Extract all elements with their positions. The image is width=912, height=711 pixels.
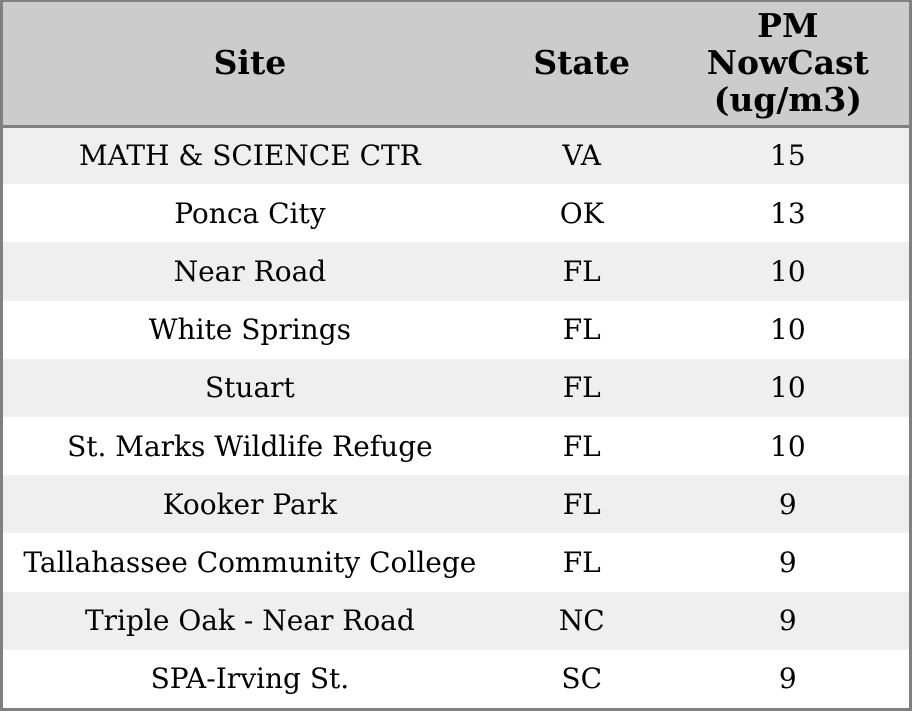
state-cell: FL (562, 313, 601, 347)
column-header-site: Site (3, 2, 497, 128)
table-row: Ponca City OK 13 (3, 184, 909, 243)
site-cell: Triple Oak - Near Road (84, 604, 415, 638)
pm-nowcast-cell: 10 (770, 254, 806, 288)
table-header: Site State PM NowCast (ug/m3) (3, 2, 909, 128)
table-row: White Springs FL 10 (3, 300, 909, 359)
state-cell: FL (562, 487, 601, 521)
pm-nowcast-cell: 15 (770, 139, 806, 173)
site-cell: St. Marks Wildlife Refuge (67, 429, 433, 463)
header-row: Site State PM NowCast (ug/m3) (3, 2, 909, 128)
table-row: Stuart FL 10 (3, 358, 909, 417)
site-cell: Near Road (173, 254, 327, 288)
table-row: Triple Oak - Near Road NC 9 (3, 591, 909, 650)
pm-nowcast-cell: 9 (778, 545, 797, 579)
pm-nowcast-table: Site State PM NowCast (ug/m3) MATH & SCI… (3, 2, 909, 708)
pm-nowcast-cell: 9 (778, 604, 797, 638)
pm-nowcast-cell: 10 (770, 371, 806, 405)
site-cell: MATH & SCIENCE CTR (79, 139, 421, 173)
site-cell: White Springs (148, 313, 352, 347)
table-row: SPA-Irving St. SC 9 (3, 649, 909, 708)
site-cell: SPA-Irving St. (150, 662, 350, 696)
pm-nowcast-cell: 10 (770, 429, 806, 463)
state-cell: FL (562, 545, 601, 579)
column-header-state: State (496, 2, 667, 128)
state-cell: FL (562, 371, 601, 405)
state-cell: FL (562, 254, 601, 288)
state-cell: VA (562, 139, 601, 173)
pm-nowcast-cell: 10 (770, 313, 806, 347)
state-cell: FL (562, 429, 601, 463)
table-row: Near Road FL 10 (3, 242, 909, 301)
table-body: MATH & SCIENCE CTR VA 15 Ponca City OK 13 Near… (3, 126, 909, 708)
site-cell: Stuart (204, 371, 295, 405)
table-row: St. Marks Wildlife Refuge FL 10 (3, 416, 909, 476)
pm-nowcast-cell: 9 (778, 487, 797, 521)
state-cell: OK (559, 196, 604, 230)
pm-nowcast-cell: 13 (770, 196, 806, 230)
site-cell: Kooker Park (162, 487, 338, 521)
table-row: Tallahassee Community College FL 9 (3, 533, 909, 592)
column-header-pm-nowcast: PM NowCast (ug/m3) (666, 2, 909, 128)
state-cell: SC (561, 662, 602, 696)
table-row: Kooker Park FL 9 (3, 475, 909, 534)
site-cell: Ponca City (174, 196, 326, 230)
site-cell: Tallahassee Community College (23, 545, 477, 579)
table-row: MATH & SCIENCE CTR VA 15 (3, 126, 909, 185)
pm-nowcast-cell: 9 (778, 662, 797, 696)
state-cell: NC (558, 604, 605, 638)
